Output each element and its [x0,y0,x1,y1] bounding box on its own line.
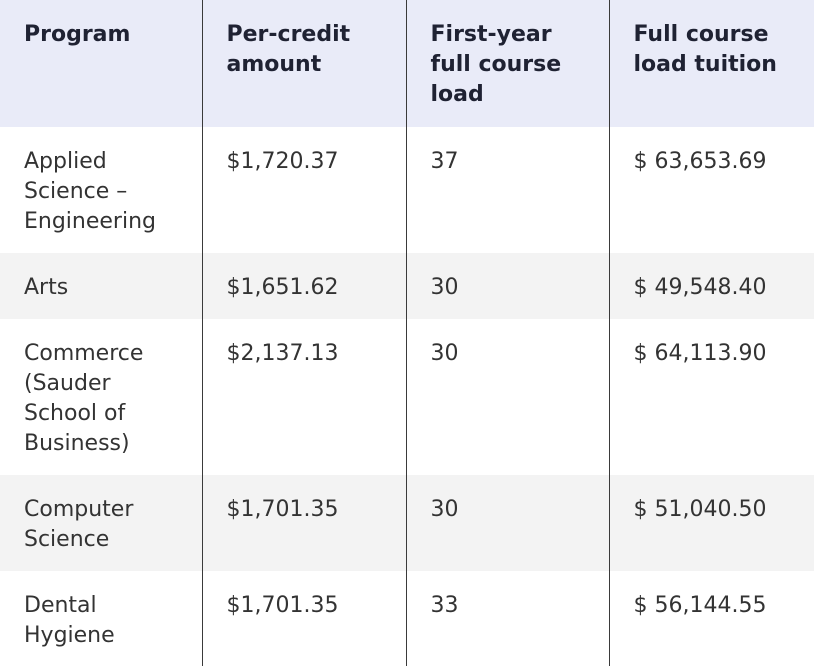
cell-per-credit: $1,701.35 [201,571,406,666]
cell-program: Commerce (Sauder School of Business) [24,341,144,456]
cell-tuition: $ 64,113.90 [608,319,814,475]
table-row: Arts $1,651.62 30 $ 49,548.40 [0,253,814,319]
header-per-credit-amount: Per-credit amount [201,0,406,127]
table-row: Applied Science – Engineering $1,720.37 … [0,127,814,253]
cell-first-year-load: 37 [405,127,609,253]
cell-program: Dental Hygiene [24,593,115,648]
cell-tuition: $ 49,548.40 [608,253,814,319]
cell-per-credit: $1,701.35 [201,475,406,571]
table-row: Commerce (Sauder School of Business) $2,… [0,319,814,475]
cell-first-year-load: 30 [405,319,609,475]
cell-tuition: $ 56,144.55 [608,571,814,666]
cell-first-year-load: 30 [405,475,609,571]
table-header-row: Program Per-credit amount First-year ful… [0,0,814,127]
cell-tuition: $ 63,653.69 [608,127,814,253]
cell-tuition: $ 51,040.50 [608,475,814,571]
cell-program: Computer Science [24,497,134,552]
header-full-load-tuition: Full course load tuition [608,0,814,127]
cell-first-year-load: 30 [405,253,609,319]
cell-per-credit: $2,137.13 [201,319,406,475]
cell-program: Applied Science – Engineering [24,149,156,234]
cell-per-credit: $1,651.62 [201,253,406,319]
cell-per-credit: $1,720.37 [201,127,406,253]
header-program: Program [24,22,131,47]
header-first-year-load: First-year full course load [405,0,609,127]
table-row: Dental Hygiene $1,701.35 33 $ 56,144.55 [0,571,814,666]
cell-first-year-load: 33 [405,571,609,666]
cell-program: Arts [24,275,69,300]
table-row: Computer Science $1,701.35 30 $ 51,040.5… [0,475,814,571]
